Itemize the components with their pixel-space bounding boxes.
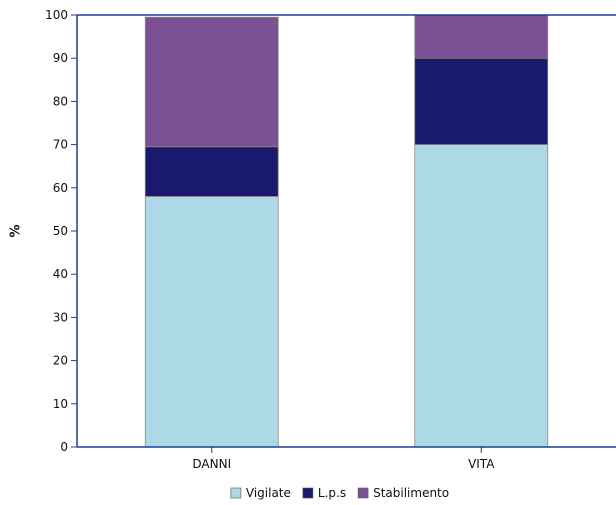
y-axis-ticks: 0 10 20 30 40 50 60 70 80 90 100 [45,8,77,454]
legend-swatch-l-p-s [302,487,314,499]
y-tick-label: 30 [53,310,68,324]
y-axis-label: % [9,224,24,237]
legend-label: Vigilate [246,486,291,500]
axes [76,14,616,448]
bar-vita-stabilimento [414,14,549,59]
y-tick-label: 20 [53,354,68,368]
bar-danni-stabilimento [144,16,279,148]
bars [144,14,549,448]
y-tick-label: 10 [53,397,68,411]
y-tick-label: 80 [53,94,68,108]
y-tick-label: 70 [53,138,68,152]
legend-swatch-stabilimento [357,487,369,499]
bar-vita-l-p-s [414,57,549,146]
y-tick-label: 0 [60,440,68,454]
y-tick-label: 40 [53,267,68,281]
y-tick-label: 50 [53,224,68,238]
bar-danni-l-p-s [144,146,279,197]
legend-label: Stabilimento [373,486,449,500]
y-tick-label: 60 [53,181,68,195]
y-tick-label: 90 [53,51,68,65]
y-tick-label: 100 [45,8,68,22]
x-tick-label: VITA [468,457,495,471]
legend-swatch-vigilate [230,487,242,499]
legend-label: L.p.s [318,486,346,500]
x-tick-label: DANNI [192,457,231,471]
bar-danni-vigilate [144,196,279,448]
legend: Vigilate L.p.s Stabilimento [230,486,449,500]
bar-vita-vigilate [414,144,549,448]
x-axis-ticks: DANNI VITA [192,447,495,471]
